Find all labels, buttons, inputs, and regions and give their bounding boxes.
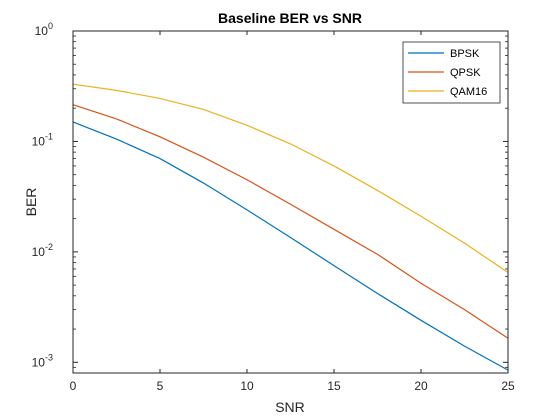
legend: BPSK QPSK QAM16	[402, 41, 501, 104]
x-tick-label: 20	[414, 379, 428, 393]
x-axis-label: SNR	[275, 399, 305, 415]
series-line-bpsk	[72, 121, 509, 371]
y-tick-label: 100	[35, 21, 53, 38]
x-tick-label: 15	[327, 379, 341, 393]
x-tick-label: 25	[501, 379, 515, 393]
chart-title: Baseline BER vs SNR	[218, 10, 362, 26]
y-tick-label: 10-1	[32, 131, 53, 148]
axes-box	[72, 30, 509, 374]
legend-label-qpsk: QPSK	[450, 67, 481, 79]
x-tick-label: 0	[70, 379, 77, 393]
legend-label-bpsk: BPSK	[450, 48, 480, 60]
y-tick-label: 10-2	[32, 242, 53, 259]
axes-layer: 0 5 10 15 20 25 100 10-1 10-2 10-3	[32, 21, 515, 393]
y-axis-label: BER	[23, 188, 39, 217]
series-layer	[72, 83, 509, 371]
series-line-qam16	[72, 83, 509, 274]
series-line-qpsk	[72, 104, 509, 339]
x-tick-label: 5	[157, 379, 164, 393]
y-tick-label: 10-3	[32, 352, 53, 369]
x-tick-label: 10	[240, 379, 254, 393]
legend-label-qam16: QAM16	[450, 86, 487, 98]
